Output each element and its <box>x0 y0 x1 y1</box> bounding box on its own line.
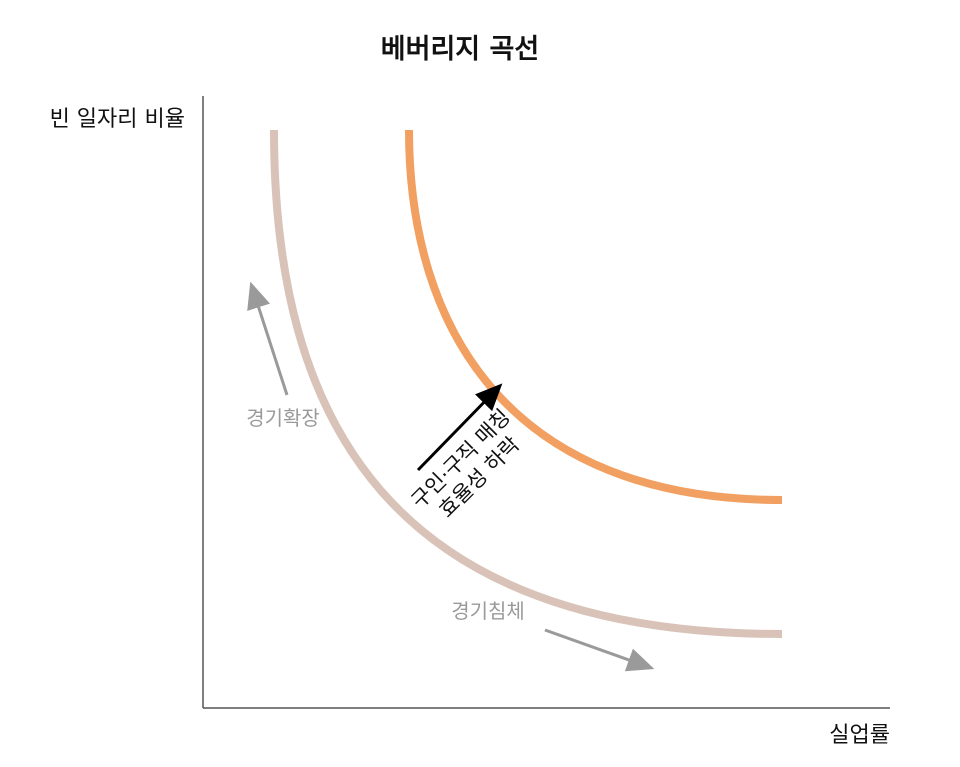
recession-arrow <box>544 628 655 672</box>
expansion-arrow <box>247 281 289 396</box>
y-axis-label: 빈 일자리 비율 <box>50 107 185 132</box>
recession-label: 경기침체 <box>451 599 525 623</box>
diagram-title: 베버리지 곡선 <box>381 34 539 65</box>
x-axis-label: 실업률 <box>829 723 890 748</box>
shift-label: 구인·구직 매칭 효율성 하락 <box>407 405 525 523</box>
shift-arrow <box>416 383 503 472</box>
expansion-label: 경기확장 <box>246 406 320 430</box>
axes: 빈 일자리 비율 실업률 <box>50 96 890 748</box>
original-curve <box>270 129 783 638</box>
